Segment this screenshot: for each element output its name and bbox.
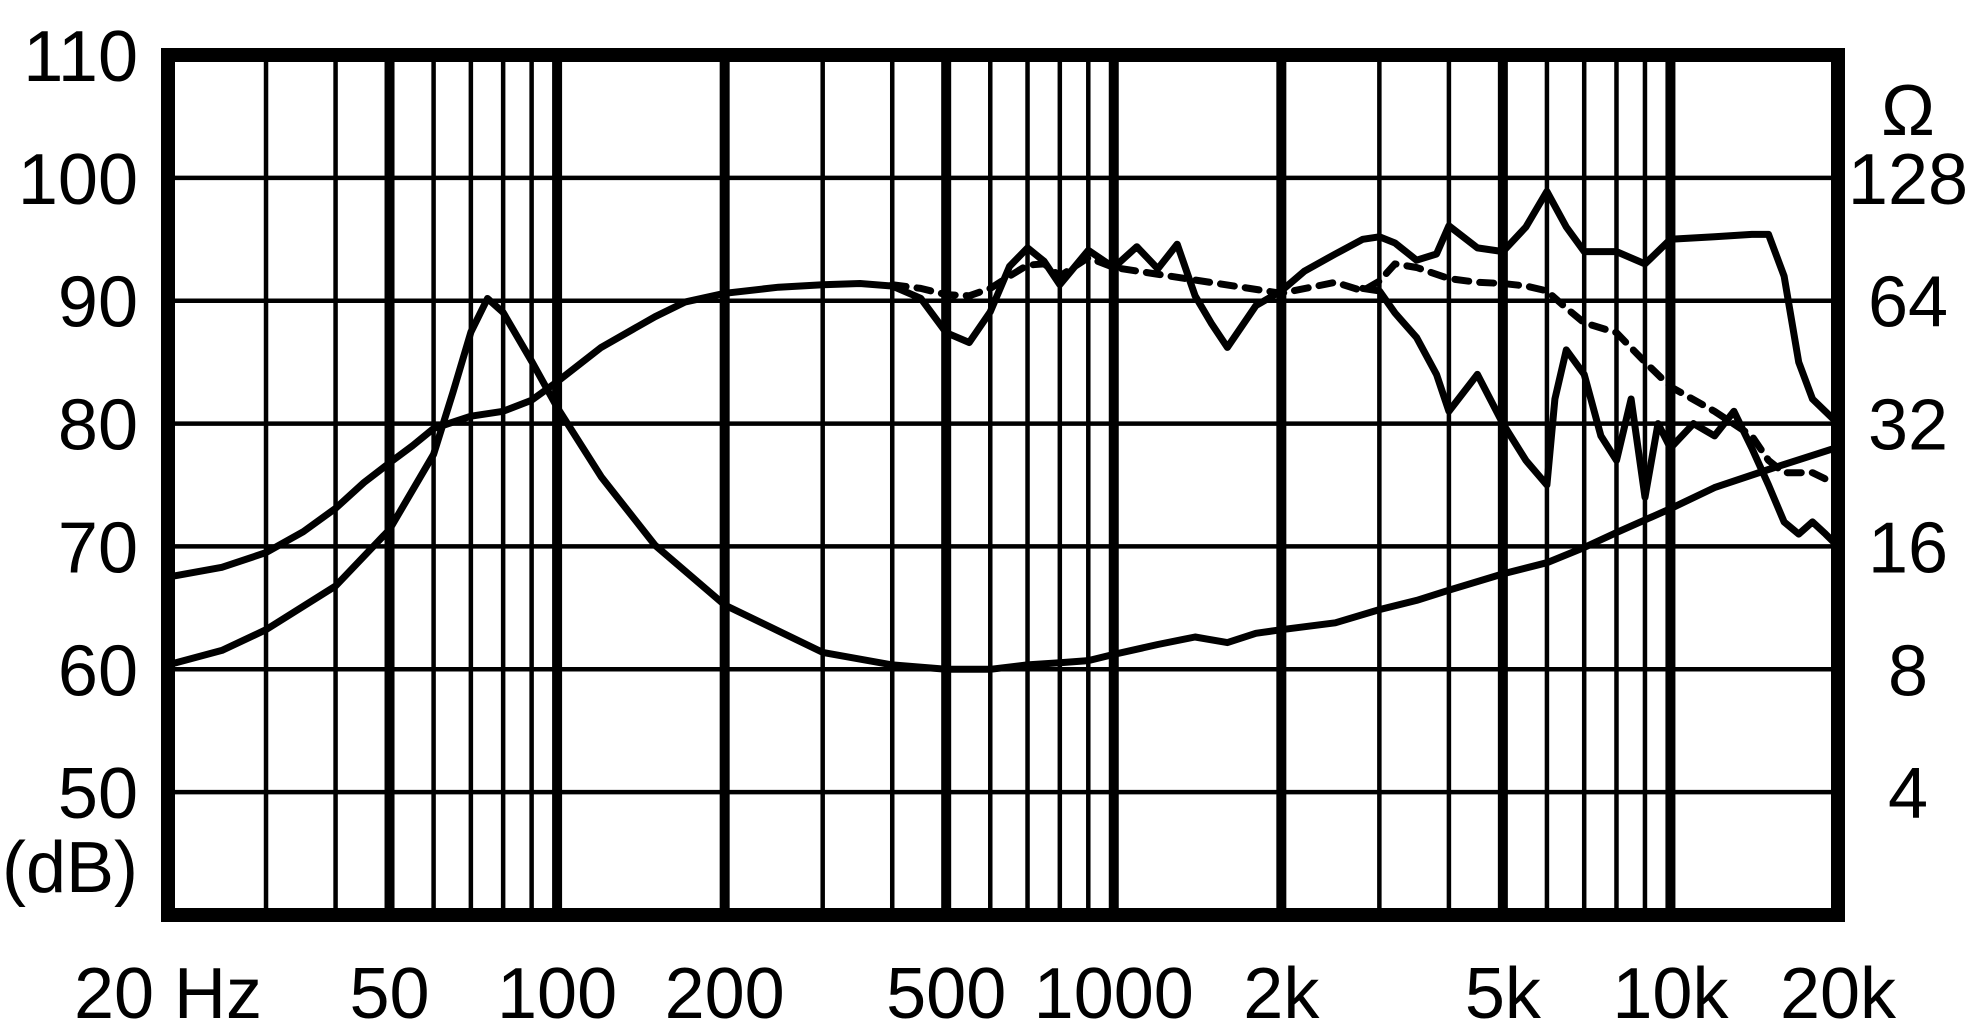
x-tick-label: 1000	[1034, 954, 1194, 1033]
y-tick-label: 70	[58, 508, 138, 588]
y2-tick-label: 16	[1868, 508, 1948, 588]
x-tick-label: 20 Hz	[74, 954, 262, 1033]
series-line-3	[888, 254, 1842, 489]
y-tick-label: 80	[58, 386, 138, 466]
x-tick-label: 20k	[1780, 954, 1897, 1033]
x-tick-label: 200	[665, 954, 785, 1033]
x-tick-label: 50	[349, 954, 429, 1033]
y2-tick-label: 32	[1868, 386, 1948, 466]
y2-unit-label: Ω	[1881, 71, 1935, 151]
series-layer	[164, 187, 1842, 673]
y2-tick-label: 64	[1868, 263, 1948, 343]
x-tick-label: 2k	[1243, 954, 1320, 1033]
y-tick-label: 90	[58, 263, 138, 343]
x-tick-label: 10k	[1612, 954, 1729, 1033]
y-tick-label: 100	[18, 140, 138, 220]
y-tick-label: 60	[58, 631, 138, 711]
x-tick-label: 5k	[1465, 954, 1542, 1033]
x-tick-label: 100	[497, 954, 617, 1033]
x-tick-label: 500	[886, 954, 1006, 1033]
y-unit-label: (dB)	[2, 828, 138, 908]
y2-tick-label: 4	[1888, 754, 1928, 834]
y-tick-label: 110	[23, 17, 138, 97]
series-line-2	[164, 295, 1842, 673]
axis-labels: (dB) Ω 20 Hz 50 100 200 500 1000 2k 5k 10k 20k 110…	[2, 17, 1968, 1033]
series-line-4	[1359, 284, 1842, 550]
y2-tick-label: 8	[1888, 631, 1928, 711]
y-tick-label: 50	[58, 754, 138, 834]
plot-frame	[161, 48, 1845, 922]
y2-tick-label: 128	[1848, 140, 1968, 220]
series-line-1	[164, 187, 1842, 581]
